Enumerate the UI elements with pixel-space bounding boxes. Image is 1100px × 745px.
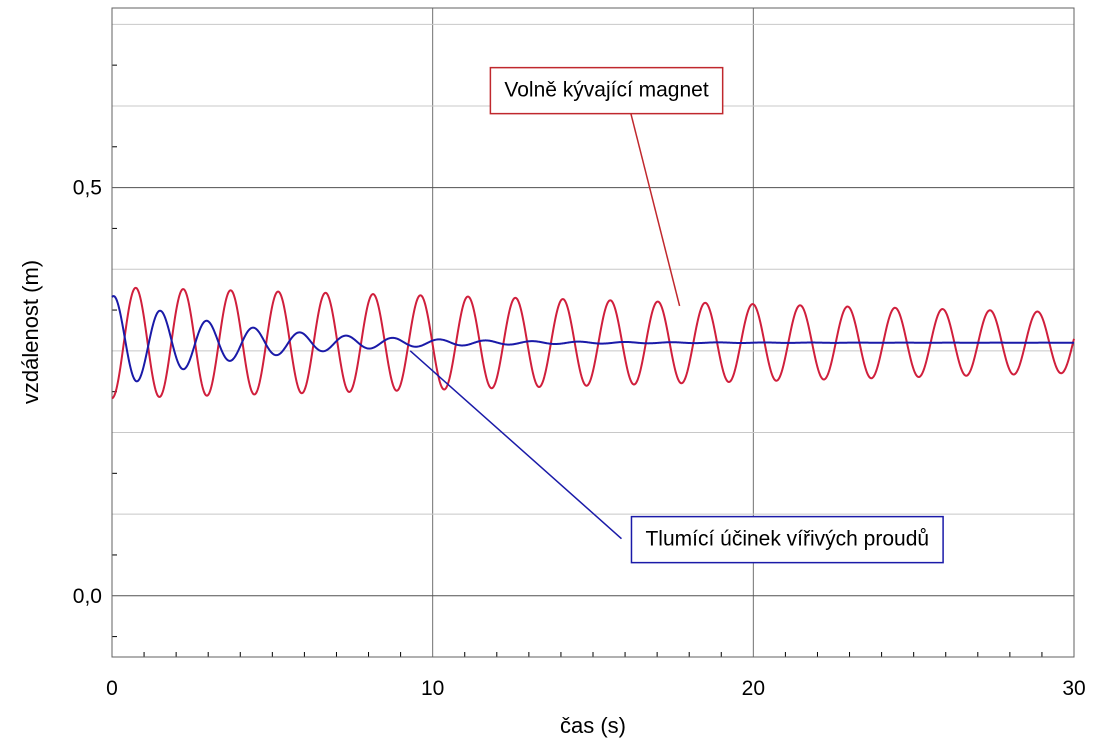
series-group bbox=[111, 286, 1075, 400]
series-free-magnet-line bbox=[111, 286, 1075, 400]
x-tick-label: 10 bbox=[421, 677, 444, 700]
annotation-label: Tlumící účinek vířivých proudů bbox=[630, 515, 944, 564]
x-tick-label: 20 bbox=[742, 677, 765, 700]
y-axis-label: vzdálenost (m) bbox=[18, 260, 43, 404]
x-tick-label: 30 bbox=[1062, 677, 1085, 700]
annotation-label: Volně kývající magnet bbox=[489, 66, 724, 115]
x-tick-label: 0 bbox=[106, 677, 118, 700]
annotation-box bbox=[630, 515, 944, 564]
series-damped-line bbox=[111, 295, 1075, 383]
annotations: Volně kývající magnet Tlumící účinek víři… bbox=[409, 66, 944, 564]
y-tick-label: 0,5 bbox=[73, 177, 102, 200]
annotation-leader-line bbox=[629, 111, 681, 307]
minor-ticks bbox=[112, 64, 1043, 657]
annotation-leader-line bbox=[409, 350, 622, 540]
annotation-box bbox=[489, 66, 724, 115]
x-axis-label: čas (s) bbox=[560, 713, 626, 738]
plot-frame bbox=[111, 7, 1075, 658]
annotation-text: Tlumící účinek vířivých proudů bbox=[645, 528, 929, 551]
annotation-text: Volně kývající magnet bbox=[504, 79, 708, 102]
y-tick-label: 0,0 bbox=[73, 585, 102, 608]
tick-labels: 0 10 20 30 0,0 0,5 bbox=[73, 177, 1086, 700]
